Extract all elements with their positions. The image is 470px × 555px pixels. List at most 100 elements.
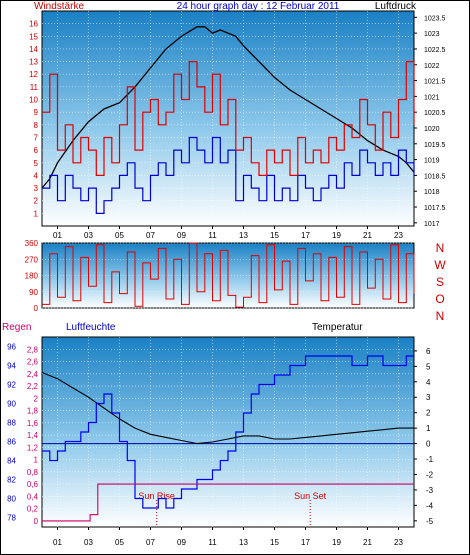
- temperature-tick-label: 0: [426, 440, 431, 449]
- wind-tick-label: 13: [29, 58, 38, 67]
- pressure-tick-label: 1022: [424, 63, 440, 70]
- pressure-tick-label: 1022.5: [424, 47, 446, 54]
- pressure-tick-label: 1019.5: [424, 142, 446, 149]
- humidity-rain-temperature-panel: Regen Luftfeuchte Temperatur 78 80 82 84 86 88 90…: [2, 322, 434, 547]
- rain-tick-label: 2,8: [27, 345, 39, 354]
- rain-tick-label: 0: [34, 517, 39, 526]
- rain-tick-label: 1,8: [27, 407, 39, 416]
- rain-tick-label: 1,6: [27, 419, 39, 428]
- x-tick-label: 13: [239, 231, 248, 240]
- pressure-tick-label: 1023: [424, 31, 440, 38]
- series-temperature-line: [41, 371, 414, 445]
- series-gust-line: [42, 61, 415, 176]
- humidity-tick-label: 88: [7, 419, 16, 428]
- wind-tick-label: 6: [34, 146, 39, 155]
- series-pressure-line: [41, 26, 415, 189]
- pressure-tick-label: 1017: [424, 221, 440, 228]
- pressure-tick-label: 1018.5: [424, 173, 446, 180]
- rain-tick-label: 2,2: [27, 382, 39, 391]
- wind-pressure-panel: Windstärke 24 hour graph day : 12 Februar…: [29, 1, 445, 240]
- rain-tick-label: 2: [34, 394, 39, 403]
- rain-tick-label: 0,2: [27, 505, 39, 514]
- x-tick-label: 01: [53, 538, 62, 547]
- pressure-tick-label: 1023.5: [424, 15, 446, 22]
- humidity-tick-label: 84: [7, 457, 16, 466]
- x-tick-label: 23: [394, 231, 403, 240]
- plot-area: [41, 336, 415, 528]
- direction-tick-label: 360: [25, 239, 39, 248]
- x-tick-label: 13: [239, 538, 248, 547]
- wind-tick-label: 4: [34, 171, 39, 180]
- rain-label: Regen: [2, 322, 31, 333]
- wind-tick-label: 14: [29, 45, 38, 54]
- rain-tick-label: 1: [34, 456, 39, 465]
- x-tick-label: 23: [394, 538, 403, 547]
- rain-tick-label: 2,4: [27, 370, 39, 379]
- series-wind-line: [42, 136, 415, 214]
- direction-tick-label: 270: [25, 255, 39, 264]
- pressure-tick-label: 1017.5: [424, 205, 446, 212]
- temperature-tick-label: -3: [426, 486, 434, 495]
- x-tick-label: 21: [363, 231, 372, 240]
- wind-tick-label: 1: [34, 209, 39, 218]
- direction-tick-label: 90: [29, 288, 38, 297]
- x-tick-label: 05: [115, 538, 124, 547]
- wind-tick-label: 10: [29, 96, 38, 105]
- temperature-tick-label: -5: [426, 517, 434, 526]
- temperature-tick-label: 1: [426, 424, 431, 433]
- humidity-label: Luftfeuchte: [66, 322, 116, 333]
- wind-tick-label: 15: [29, 32, 38, 41]
- compass-letter-label: O: [435, 292, 444, 306]
- humidity-tick-label: 78: [7, 514, 16, 523]
- pressure-tick-label: 1020.5: [424, 110, 446, 117]
- x-tick-label: 09: [177, 538, 186, 547]
- humidity-tick-label: 94: [7, 362, 16, 371]
- pressure-tick-label: 1021.5: [424, 79, 446, 86]
- rain-tick-label: 0,8: [27, 468, 39, 477]
- wind-tick-label: 2: [34, 197, 39, 206]
- compass-letter-label: N: [436, 241, 445, 255]
- pressure-tick-label: 1020: [424, 126, 440, 133]
- humidity-tick-label: 82: [7, 476, 16, 485]
- temperature-tick-label: -1: [426, 455, 434, 464]
- pressure-tick-label: 1018: [424, 189, 440, 196]
- rain-tick-label: 1,4: [27, 431, 39, 440]
- direction-tick-label: 0: [34, 304, 39, 313]
- x-tick-label: 11: [208, 231, 217, 240]
- wind-tick-label: 8: [34, 121, 39, 130]
- x-tick-label: 19: [332, 538, 341, 547]
- temperature-tick-label: 5: [426, 362, 431, 371]
- x-tick-label: 03: [84, 231, 93, 240]
- humidity-tick-label: 80: [7, 495, 16, 504]
- x-tick-label: 09: [177, 231, 186, 240]
- humidity-tick-label: 96: [7, 343, 16, 352]
- temperature-tick-label: 3: [426, 393, 431, 402]
- pressure-tick-label: 1019: [424, 158, 440, 165]
- direction-tick-label: 180: [25, 272, 39, 281]
- temperature-tick-label: 2: [426, 409, 431, 418]
- wind-tick-label: 9: [34, 108, 39, 117]
- series-direction-line: [42, 242, 415, 308]
- wind-strength-label: Windstärke: [34, 1, 84, 12]
- x-tick-label: 19: [332, 231, 341, 240]
- x-tick-label: 17: [301, 538, 310, 547]
- sun-marker-label: Sun Rise: [138, 491, 175, 501]
- rain-tick-label: 1,2: [27, 443, 39, 452]
- wind-tick-label: 7: [34, 133, 39, 142]
- pressure-tick-label: 1021: [424, 94, 440, 101]
- x-tick-label: 15: [270, 538, 279, 547]
- humidity-tick-label: 90: [7, 400, 16, 409]
- series-rain-line: [42, 483, 414, 522]
- wind-tick-label: 3: [34, 184, 39, 193]
- rain-tick-label: 2,6: [27, 358, 39, 367]
- rain-tick-label: 0,4: [27, 492, 39, 501]
- x-tick-label: 17: [301, 231, 310, 240]
- x-tick-label: 01: [53, 231, 62, 240]
- temperature-label: Temperatur: [312, 322, 363, 333]
- humidity-tick-label: 86: [7, 438, 16, 447]
- pressure-label: Luftdruck: [375, 1, 417, 12]
- x-tick-label: 15: [270, 231, 279, 240]
- wind-tick-label: 5: [34, 159, 39, 168]
- compass-letter-label: N: [436, 309, 445, 323]
